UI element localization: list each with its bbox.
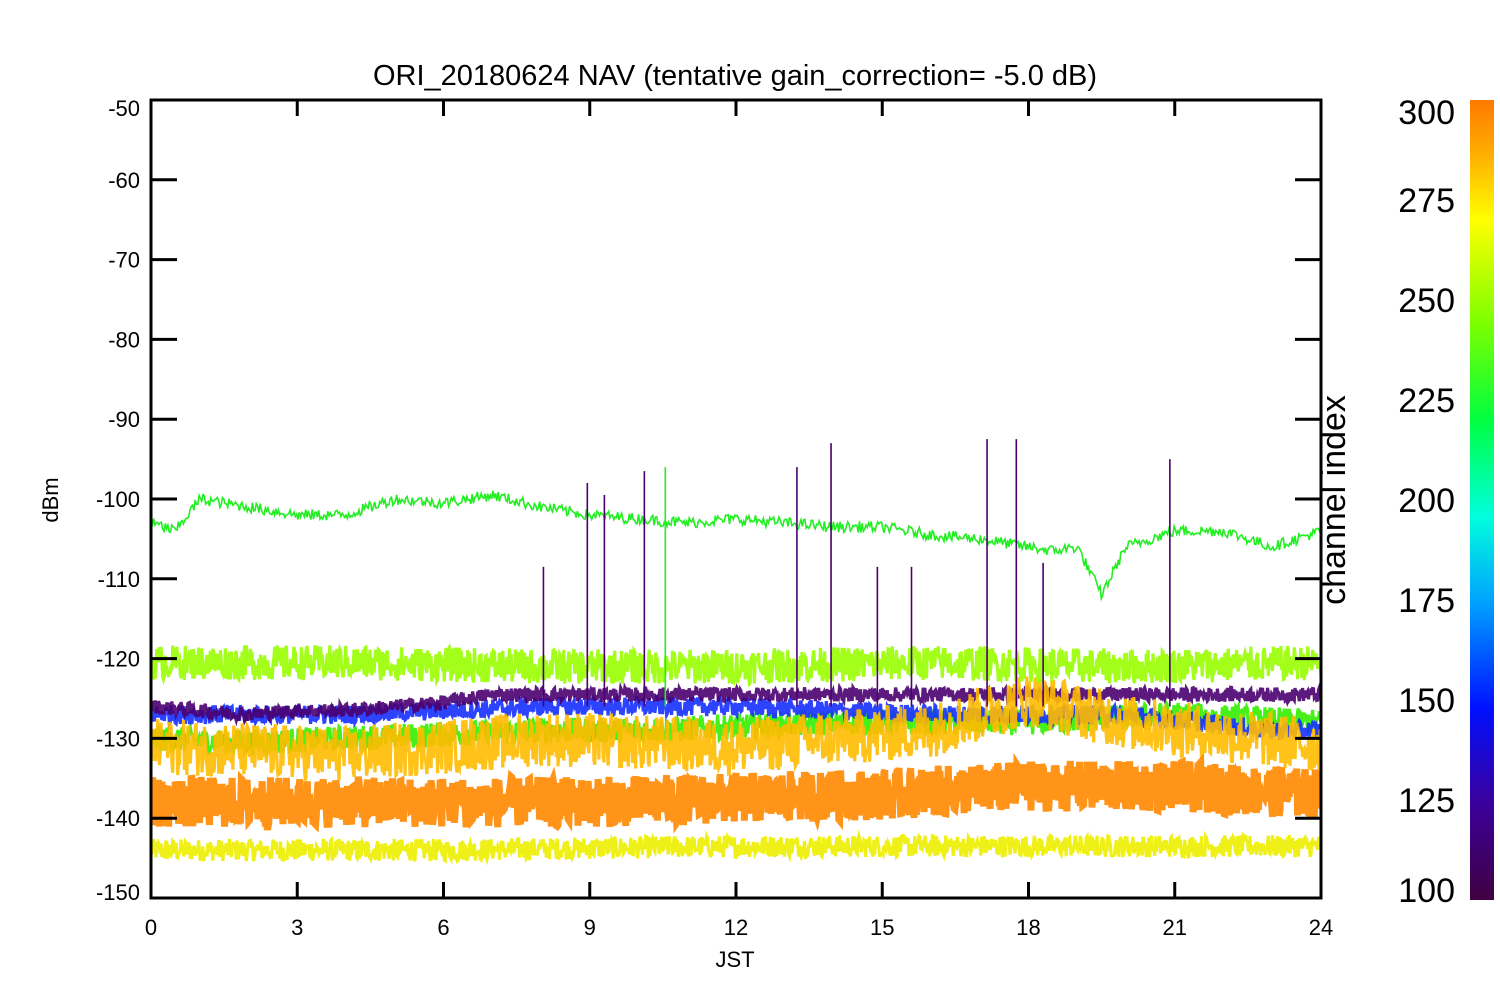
colorbar-ticks: 100 125 150 175 200 225 250 275 300: [1398, 94, 1455, 910]
y-axis: -50 -60 -70 -80 -90 -100 -110 -120 -130 -140 -150: [96, 96, 1321, 905]
y-tick-label: -70: [108, 248, 140, 273]
x-tick-label: 9: [584, 915, 596, 940]
series-layer: [151, 490, 1321, 866]
y-tick-label: -110: [98, 567, 140, 592]
x-tick-label: 3: [291, 915, 303, 940]
chart-title: ORI_20180624 NAV (tentative gain_correct…: [373, 60, 1097, 92]
series-line-ch225: [151, 490, 1321, 602]
x-tick-label: 15: [870, 915, 894, 940]
y-tick-label: -50: [108, 96, 140, 121]
x-tick-label: 6: [437, 915, 449, 940]
x-tick-label: 24: [1309, 915, 1333, 940]
colorbar: [1470, 100, 1494, 900]
colorbar-tick-label: 250: [1398, 282, 1455, 320]
y-tick-label: -100: [96, 487, 140, 512]
colorbar-tick-label: 175: [1398, 582, 1455, 620]
series-line-ch260: [151, 643, 1321, 688]
series-line-ch295: [151, 752, 1321, 834]
x-tick-label: 21: [1163, 915, 1187, 940]
colorbar-title: channel index: [1315, 395, 1353, 605]
colorbar-tick-label: 150: [1398, 682, 1455, 720]
plot-area: [151, 439, 1321, 866]
y-tick-label: -130: [96, 726, 140, 751]
y-axis-label: dBm: [38, 477, 63, 522]
x-axis-label: JST: [715, 947, 754, 972]
y-tick-label: -140: [96, 806, 140, 831]
colorbar-tick-label: 100: [1398, 872, 1455, 910]
y-tick-label: -90: [108, 407, 140, 432]
colorbar-tick-label: 225: [1398, 382, 1455, 420]
x-tick-label: 12: [724, 915, 748, 940]
colorbar-tick-label: 300: [1398, 94, 1455, 132]
colorbar-tick-label: 125: [1398, 782, 1455, 820]
spike-layer: [542, 439, 1171, 707]
series-line-ch110: [151, 681, 1321, 727]
colorbar-tick-label: 275: [1398, 182, 1455, 220]
series-line-ch285: [151, 676, 1321, 781]
x-tick-label: 0: [145, 915, 157, 940]
colorbar-tick-label: 200: [1398, 482, 1455, 520]
series-line-ch270: [151, 829, 1321, 866]
y-tick-label: -60: [108, 168, 140, 193]
x-axis: 0 3 6 9 12 15 18 21 24: [145, 100, 1333, 940]
x-tick-label: 18: [1016, 915, 1040, 940]
y-tick-label: -150: [96, 880, 140, 905]
y-tick-label: -80: [108, 327, 140, 352]
y-tick-label: -120: [96, 647, 140, 672]
